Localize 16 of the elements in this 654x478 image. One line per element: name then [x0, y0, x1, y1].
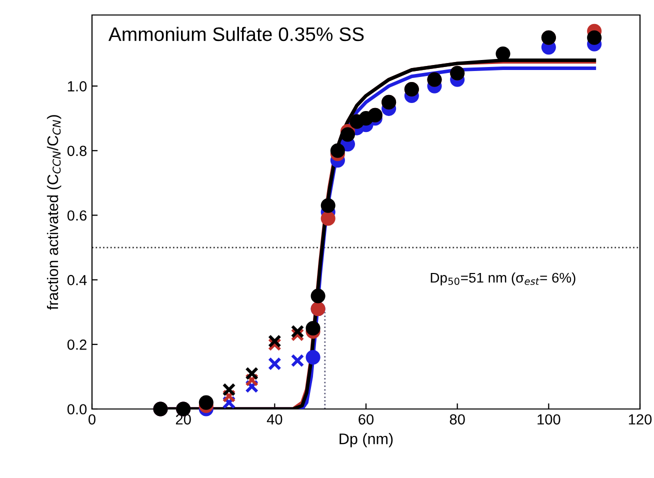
chart-title: Ammonium Sulfate 0.35% SS	[108, 26, 364, 42]
x-tick-label: 100	[538, 414, 560, 425]
x-axis-title: Dp (nm)	[340, 433, 393, 448]
y-tick-label: 0.8	[67, 146, 87, 156]
x-tick-label: 80	[450, 414, 465, 425]
y-tick-label: 0.2	[67, 340, 86, 350]
x-tick-label: 40	[266, 414, 282, 425]
y-tick-label: 0.4	[67, 274, 87, 286]
x-tick-label: 0	[88, 414, 96, 425]
y-tick-label: 0.0	[67, 404, 87, 414]
y-axis-title: fraction activated (C$_{CCN}$/C$_{CN}$)	[46, 115, 62, 310]
x-tick-label: 60	[358, 414, 374, 425]
annotation: Dp$_{50}$=51 nm (σ$_{est}$= 6%)	[430, 272, 576, 286]
y-tick-label: 0.6	[67, 210, 86, 221]
x-tick-label: 120	[628, 414, 652, 425]
y-tick-label: 1.0	[68, 81, 87, 92]
